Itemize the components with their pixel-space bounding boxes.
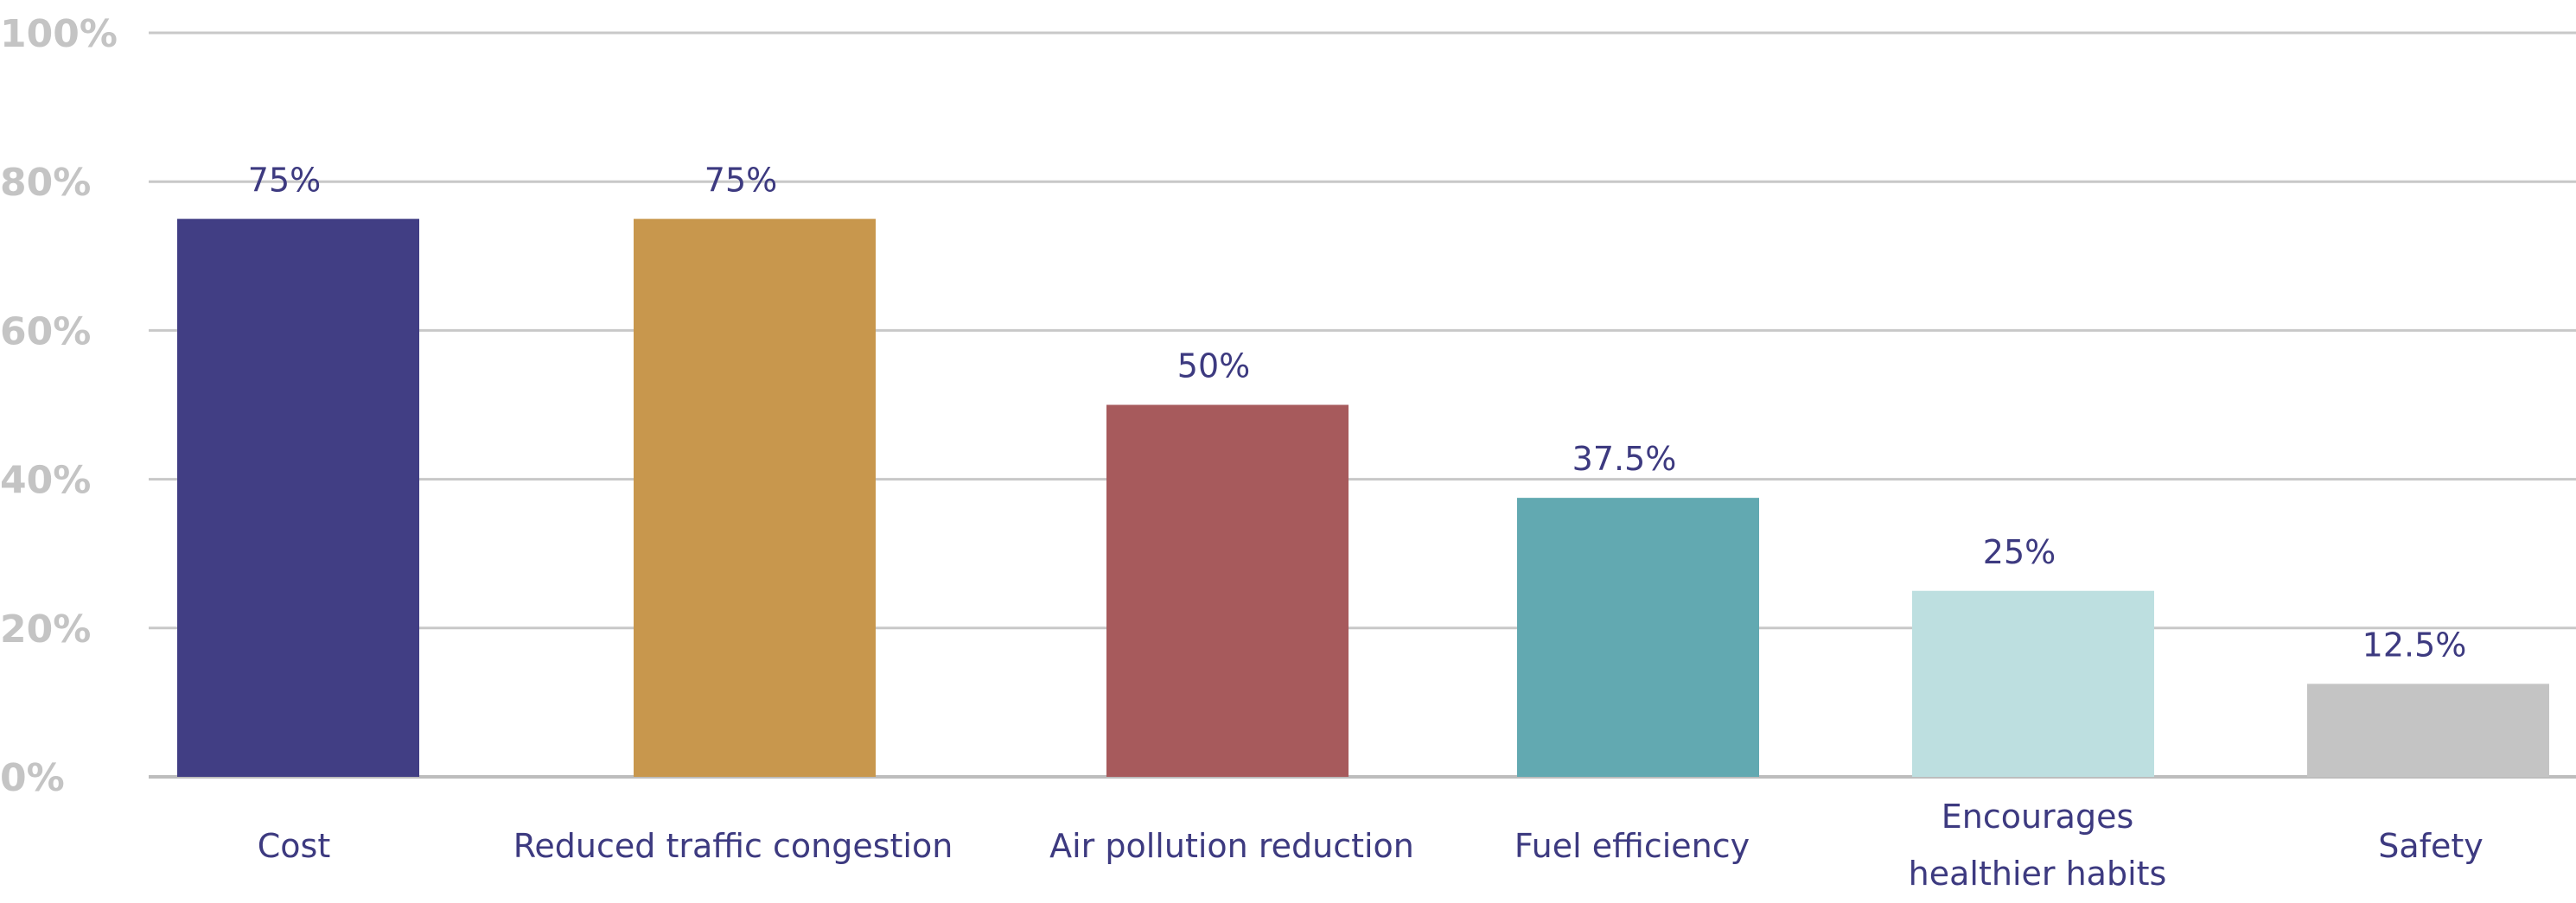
y-tick-label-20: 20% <box>0 607 91 652</box>
y-tick-label-40: 40% <box>0 459 91 503</box>
y-tick-label-60: 60% <box>0 309 91 353</box>
y-tick-label-0: 0% <box>0 756 65 800</box>
category-label-0: Cost <box>258 827 330 865</box>
category-label-3: Fuel efficiency <box>1514 827 1750 865</box>
bar-5 <box>2307 684 2549 777</box>
y-axis-tick-labels: 0% 20% 40% 60% 80% 100% <box>0 12 118 800</box>
bar-3 <box>1517 498 1759 777</box>
category-label-5: Safety <box>2378 827 2484 865</box>
category-label-2: Air pollution reduction <box>1049 827 1414 865</box>
data-label-0: 75% <box>248 161 321 199</box>
data-label-2: 50% <box>1177 347 1250 385</box>
y-tick-label-80: 80% <box>0 161 91 205</box>
data-label-1: 75% <box>705 161 777 199</box>
bar-0 <box>177 219 419 777</box>
bar-2 <box>1106 404 1349 777</box>
gridlines <box>149 31 2576 779</box>
bars <box>177 219 2549 777</box>
category-label-4-line-0: Encourages <box>1942 798 2134 836</box>
bar-1 <box>634 219 876 777</box>
bar-4 <box>1912 590 2154 777</box>
data-label-3: 37.5% <box>1572 440 1677 478</box>
data-label-4: 25% <box>1983 533 2056 571</box>
y-tick-label-100: 100% <box>0 12 118 56</box>
category-label-1: Reduced traffic congestion <box>513 827 953 865</box>
data-label-5: 12.5% <box>2362 626 2467 664</box>
x-axis-category-labels: Cost Reduced traffic congestion Air pollut… <box>258 798 2484 893</box>
category-label-4-line-1: healthier habits <box>1909 855 2167 893</box>
data-labels: 75% 75% 50% 37.5% 25% 12.5% <box>248 161 2467 664</box>
